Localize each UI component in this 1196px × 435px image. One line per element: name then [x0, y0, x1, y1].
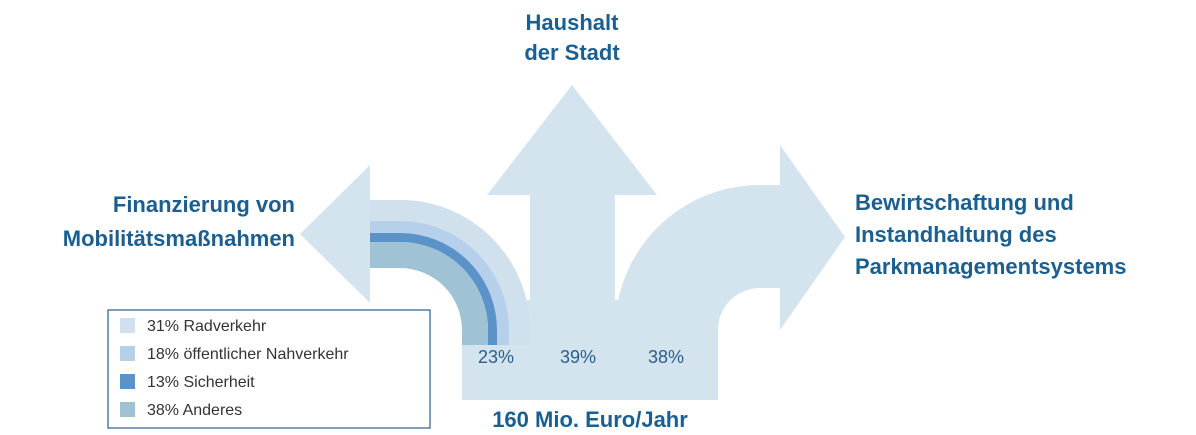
share-label: 38% [648, 347, 684, 367]
strand-rad [370, 200, 530, 345]
share-label: 23% [478, 347, 514, 367]
bottom-label: 160 Mio. Euro/Jahr [492, 407, 688, 432]
legend-label: 31% Radverkehr [147, 318, 267, 335]
right-label: Instandhaltung des [855, 222, 1057, 247]
strand-sicherheit [370, 233, 497, 345]
strand-anderes [370, 242, 488, 345]
legend-swatch [120, 402, 135, 417]
legend-label: 38% Anderes [147, 402, 242, 419]
legend-label: 18% öffentlicher Nahverkehr [147, 346, 349, 363]
left-label: Mobilitätsmaßnahmen [63, 226, 295, 251]
right-label: Bewirtschaftung und [855, 190, 1074, 215]
left-label: Finanzierung von [113, 192, 295, 217]
up-arrow [487, 85, 657, 400]
legend-label: 13% Sicherheit [147, 374, 255, 391]
legend-swatch [120, 346, 135, 361]
legend-swatch [120, 318, 135, 333]
legend-swatch [120, 374, 135, 389]
right-label: Parkmanagementsystems [855, 254, 1126, 279]
top-label: der Stadt [524, 40, 620, 65]
strands [370, 200, 530, 345]
share-label: 39% [560, 347, 596, 367]
top-label: Haushalt [526, 10, 620, 35]
legend: 31% Radverkehr 18% öffentlicher Nahverke… [107, 309, 431, 429]
legend-box [107, 309, 431, 429]
strand-oepnv [370, 221, 509, 345]
right-arrow [615, 145, 845, 400]
